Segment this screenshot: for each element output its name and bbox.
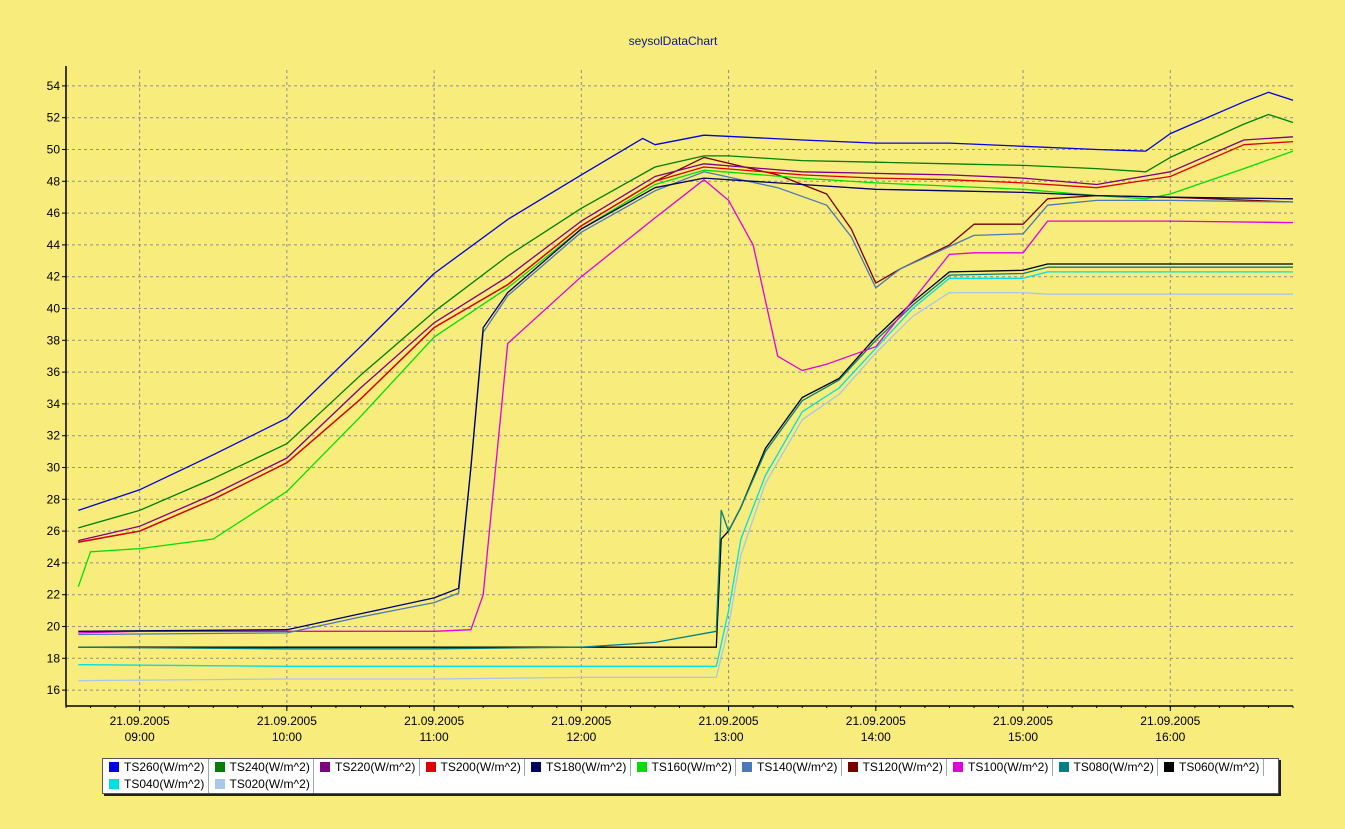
x-tick-date: 21.09.2005: [993, 714, 1053, 728]
legend-label: TS240(W/m^2): [229, 760, 310, 774]
axes: 16 18 20 22 24 26 28 30 32 34 36 38 40 42 44 46 48 50 52 54…: [47, 66, 1294, 744]
series-line-ts080: [78, 266, 1293, 650]
legend-item: TS160(W/m^2): [631, 759, 736, 776]
x-tick-date: 21.09.2005: [404, 714, 464, 728]
legend-swatch: [214, 762, 225, 772]
series-line-ts200: [78, 140, 1294, 543]
series-line-ts100: [78, 179, 1294, 634]
legend-swatch: [109, 762, 119, 772]
legend-swatch: [109, 779, 119, 789]
y-tick-label: 16: [47, 683, 61, 697]
series-line-ts180: [78, 177, 1294, 632]
legend-item: TS040(W/m^2): [103, 776, 209, 793]
legend-label: TS100(W/m^2): [968, 760, 1049, 774]
y-tick-label: 48: [47, 174, 61, 188]
y-tick-label: 30: [47, 461, 61, 475]
x-tick-date: 21.09.2005: [110, 714, 170, 728]
legend-swatch: [636, 762, 647, 772]
legend-item: TS200(W/m^2): [420, 759, 525, 776]
x-tick-date: 21.09.2005: [551, 714, 611, 728]
y-tick-label: 28: [47, 492, 61, 506]
legend-swatch: [847, 762, 858, 772]
y-tick-label: 20: [47, 620, 61, 634]
legend-label: TS080(W/m^2): [1073, 760, 1154, 774]
y-tick-label: 52: [47, 111, 61, 125]
x-tick-label: 16:00: [1155, 730, 1185, 744]
series-line-ts220: [78, 136, 1294, 542]
legend-label: TS120(W/m^2): [862, 760, 943, 774]
x-tick-label: 11:00: [420, 730, 449, 744]
legend-swatch: [214, 779, 225, 789]
series-line-ts240: [78, 113, 1294, 529]
legend-item: TS100(W/m^2): [947, 759, 1053, 776]
legend-swatch: [1058, 762, 1069, 772]
y-tick-label: 18: [47, 651, 61, 665]
x-tick-date: 21.09.2005: [257, 714, 317, 728]
legend-label: TS160(W/m^2): [651, 760, 732, 774]
y-tick-label: 36: [47, 365, 61, 379]
y-tick-label: 34: [47, 397, 61, 411]
legend-swatch: [742, 762, 752, 772]
legend-item: TS060(W/m^2): [1158, 759, 1264, 776]
y-tick-label: 24: [47, 556, 61, 570]
legend-label: TS020(W/m^2): [229, 777, 310, 791]
legend-item: TS180(W/m^2): [525, 759, 631, 776]
y-tick-label: 22: [47, 588, 61, 602]
series-line-ts040: [78, 271, 1293, 667]
y-tick-label: 50: [47, 143, 61, 157]
y-tick-label: 46: [47, 206, 61, 220]
legend-swatch: [1164, 762, 1174, 772]
legend-label: TS180(W/m^2): [546, 760, 627, 774]
legend-item: TS020(W/m^2): [209, 776, 314, 793]
series-line-ts160: [77, 150, 1294, 588]
y-tick-label: 44: [47, 238, 61, 252]
y-tick-label: 26: [47, 524, 61, 538]
chart-legend: TS260(W/m^2) TS240(W/m^2) TS220(W/m^2) TS20…: [102, 758, 1279, 794]
x-tick-date: 21.09.2005: [846, 714, 906, 728]
y-tick-label: 38: [47, 333, 61, 347]
legend-swatch: [425, 762, 436, 772]
legend-label: TS260(W/m^2): [124, 760, 205, 774]
y-tick-label: 40: [47, 302, 61, 316]
legend-item: TS140(W/m^2): [736, 759, 842, 776]
legend-swatch: [531, 762, 541, 772]
x-tick-label: 09:00: [125, 730, 155, 744]
data-series: [77, 91, 1294, 682]
x-tick-label: 14:00: [861, 730, 891, 744]
legend-item: TS260(W/m^2): [103, 759, 209, 776]
y-tick-label: 54: [47, 79, 61, 93]
y-tick-label: 32: [47, 429, 61, 443]
x-tick-date: 21.09.2005: [699, 714, 759, 728]
x-tick-date: 21.09.2005: [1140, 714, 1200, 728]
legend-item: TS080(W/m^2): [1053, 759, 1158, 776]
legend-item: TS240(W/m^2): [209, 759, 314, 776]
series-line-ts140: [78, 171, 1294, 636]
legend-swatch: [953, 762, 963, 772]
series-line-ts020: [78, 291, 1293, 682]
series-line-ts120: [78, 156, 1294, 543]
x-tick-label: 15:00: [1008, 730, 1038, 744]
y-tick-label: 42: [47, 270, 61, 284]
legend-label: TS220(W/m^2): [335, 760, 416, 774]
legend-label: TS040(W/m^2): [124, 777, 205, 791]
chart-title: seysolDataChart: [629, 34, 718, 48]
gridlines: [66, 70, 1293, 706]
legend-label: TS060(W/m^2): [1179, 760, 1260, 774]
x-tick-label: 12:00: [566, 730, 596, 744]
legend-item: TS120(W/m^2): [842, 759, 947, 776]
legend-label: TS200(W/m^2): [440, 760, 521, 774]
series-line-ts260: [78, 91, 1294, 512]
x-tick-label: 13:00: [714, 730, 744, 744]
legend-item: TS220(W/m^2): [314, 759, 420, 776]
x-tick-label: 10:00: [272, 730, 302, 744]
legend-swatch: [320, 762, 330, 772]
legend-label: TS140(W/m^2): [757, 760, 838, 774]
